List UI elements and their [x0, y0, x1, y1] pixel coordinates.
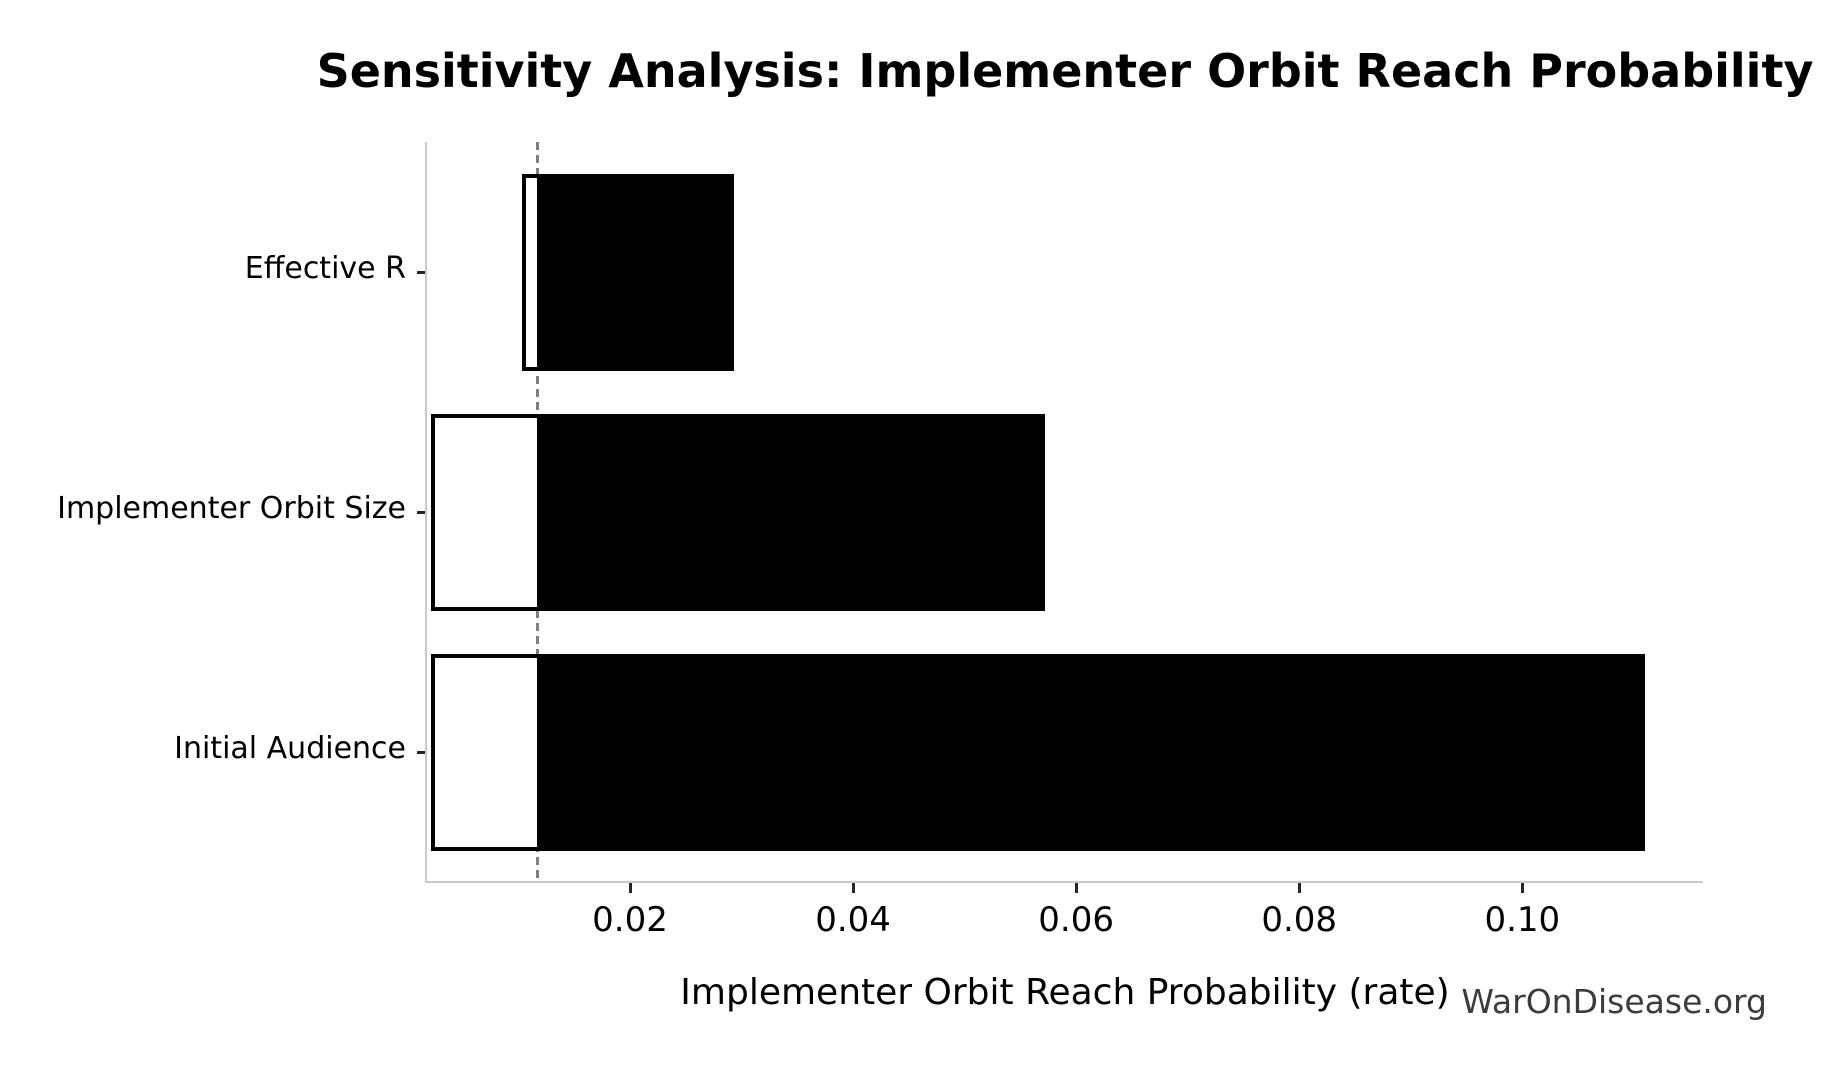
x-tick-mark	[1074, 883, 1078, 893]
x-axis-title: Implementer Orbit Reach Probability (rat…	[680, 972, 1450, 1013]
y-axis-spine	[425, 142, 427, 882]
bar-high-segment	[537, 653, 1645, 851]
x-tick-label: 0.10	[1484, 900, 1561, 940]
x-tick-label: 0.02	[592, 900, 668, 940]
y-tick-label: Effective R	[244, 251, 406, 286]
y-tick-mark	[417, 510, 426, 514]
x-tick-mark	[1520, 883, 1524, 893]
y-tick-mark	[417, 750, 426, 754]
x-tick-label: 0.08	[1261, 900, 1338, 940]
x-tick-mark	[628, 883, 632, 893]
x-tick-label: 0.06	[1038, 900, 1114, 940]
y-tick-label: Initial Audience	[174, 731, 406, 766]
bar-high-segment	[537, 413, 1045, 611]
watermark-text: WarOnDisease.org	[1461, 982, 1767, 1021]
y-tick-label: Implementer Orbit Size	[57, 491, 406, 526]
bar-high-segment	[537, 173, 734, 371]
chart-title: Sensitivity Analysis: Implementer Orbit …	[316, 44, 1814, 98]
x-tick-mark	[851, 883, 855, 893]
x-tick-mark	[1297, 883, 1301, 893]
y-tick-mark	[417, 270, 426, 274]
x-tick-label: 0.04	[815, 900, 891, 940]
x-axis-spine	[425, 881, 1703, 883]
